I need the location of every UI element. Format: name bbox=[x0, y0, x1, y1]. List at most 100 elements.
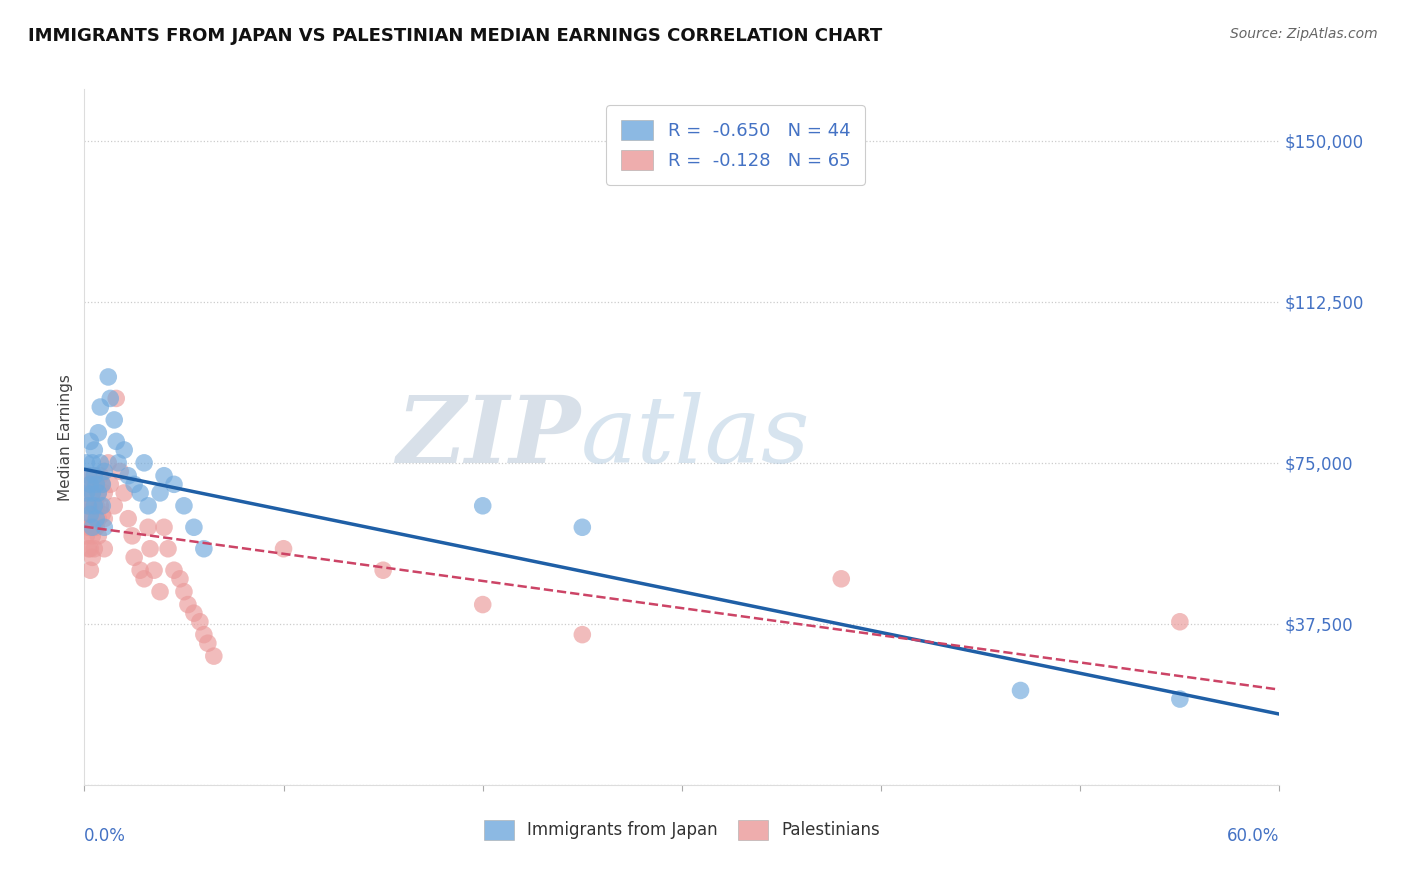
Point bbox=[173, 584, 195, 599]
Point bbox=[79, 434, 101, 449]
Point bbox=[82, 550, 104, 565]
Point bbox=[136, 499, 159, 513]
Point bbox=[75, 511, 97, 525]
Point bbox=[87, 529, 110, 543]
Point bbox=[83, 468, 105, 483]
Point bbox=[87, 425, 110, 440]
Point bbox=[136, 520, 159, 534]
Point bbox=[91, 508, 114, 522]
Point bbox=[75, 456, 97, 470]
Point bbox=[183, 520, 205, 534]
Point bbox=[89, 456, 111, 470]
Point bbox=[103, 499, 125, 513]
Point bbox=[830, 572, 852, 586]
Point bbox=[87, 486, 110, 500]
Point bbox=[149, 584, 172, 599]
Point bbox=[82, 511, 104, 525]
Point bbox=[157, 541, 180, 556]
Point bbox=[163, 563, 186, 577]
Point bbox=[77, 499, 100, 513]
Point bbox=[86, 520, 108, 534]
Point bbox=[89, 400, 111, 414]
Point bbox=[117, 511, 139, 525]
Text: 60.0%: 60.0% bbox=[1227, 827, 1279, 845]
Point bbox=[105, 392, 128, 406]
Point bbox=[193, 541, 215, 556]
Text: 0.0%: 0.0% bbox=[84, 827, 127, 845]
Point bbox=[89, 468, 111, 483]
Point bbox=[193, 627, 215, 641]
Point bbox=[188, 615, 211, 629]
Point bbox=[93, 465, 115, 479]
Point bbox=[202, 649, 225, 664]
Point bbox=[77, 468, 100, 483]
Point bbox=[83, 499, 105, 513]
Point bbox=[153, 520, 176, 534]
Point bbox=[79, 541, 101, 556]
Point bbox=[143, 563, 166, 577]
Point bbox=[77, 541, 100, 556]
Point bbox=[471, 499, 494, 513]
Point bbox=[129, 563, 152, 577]
Point bbox=[1010, 683, 1032, 698]
Point bbox=[75, 529, 97, 543]
Point bbox=[83, 499, 105, 513]
Point bbox=[132, 572, 156, 586]
Point bbox=[79, 508, 101, 522]
Point bbox=[83, 468, 105, 483]
Point bbox=[83, 520, 105, 534]
Point bbox=[79, 477, 101, 491]
Point bbox=[1168, 692, 1191, 706]
Point bbox=[77, 499, 100, 513]
Point bbox=[122, 550, 145, 565]
Point bbox=[77, 520, 100, 534]
Point bbox=[183, 606, 205, 620]
Point bbox=[97, 456, 120, 470]
Point bbox=[471, 598, 494, 612]
Point bbox=[169, 572, 191, 586]
Point bbox=[273, 541, 295, 556]
Point bbox=[122, 477, 145, 491]
Point bbox=[82, 520, 104, 534]
Point bbox=[77, 468, 100, 483]
Point bbox=[79, 477, 101, 491]
Point bbox=[121, 529, 143, 543]
Point bbox=[86, 511, 108, 525]
Point bbox=[93, 486, 115, 500]
Text: Source: ZipAtlas.com: Source: ZipAtlas.com bbox=[1230, 27, 1378, 41]
Point bbox=[112, 442, 135, 457]
Point bbox=[105, 434, 128, 449]
Text: ZIP: ZIP bbox=[396, 392, 581, 482]
Point bbox=[112, 486, 135, 500]
Point bbox=[197, 636, 219, 650]
Point bbox=[79, 563, 101, 577]
Point bbox=[82, 529, 104, 543]
Point bbox=[86, 477, 108, 491]
Point bbox=[97, 370, 120, 384]
Point bbox=[86, 477, 108, 491]
Point bbox=[173, 499, 195, 513]
Point bbox=[75, 486, 97, 500]
Point bbox=[93, 520, 115, 534]
Point bbox=[83, 442, 105, 457]
Text: IMMIGRANTS FROM JAPAN VS PALESTINIAN MEDIAN EARNINGS CORRELATION CHART: IMMIGRANTS FROM JAPAN VS PALESTINIAN MED… bbox=[28, 27, 883, 45]
Point bbox=[571, 520, 593, 534]
Point bbox=[89, 499, 111, 513]
Point bbox=[83, 541, 105, 556]
Point bbox=[132, 456, 156, 470]
Legend: Immigrants from Japan, Palestinians: Immigrants from Japan, Palestinians bbox=[477, 814, 887, 847]
Point bbox=[79, 520, 101, 534]
Point bbox=[110, 465, 132, 479]
Point bbox=[91, 477, 114, 491]
Point bbox=[98, 392, 121, 406]
Point bbox=[139, 541, 162, 556]
Point bbox=[98, 477, 121, 491]
Point bbox=[75, 486, 97, 500]
Point bbox=[107, 456, 129, 470]
Point bbox=[82, 486, 104, 500]
Point bbox=[373, 563, 395, 577]
Point bbox=[103, 413, 125, 427]
Point bbox=[129, 486, 152, 500]
Point bbox=[79, 499, 101, 513]
Point bbox=[153, 468, 176, 483]
